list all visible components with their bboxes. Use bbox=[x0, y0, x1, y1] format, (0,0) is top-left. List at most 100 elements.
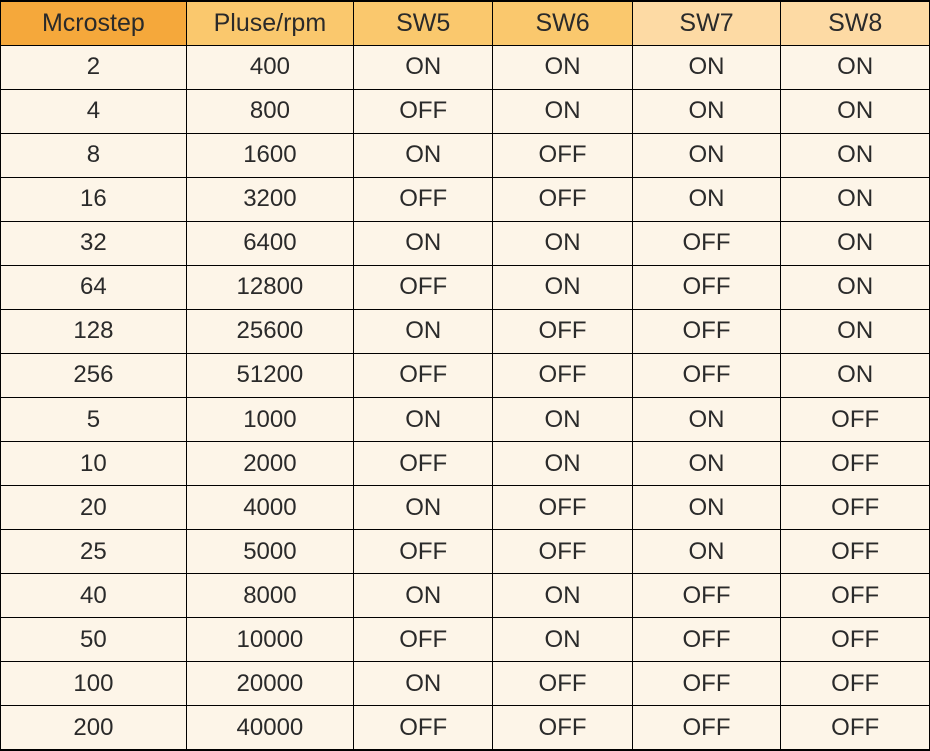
table-cell: OFF bbox=[493, 706, 632, 750]
table-cell: 64 bbox=[1, 265, 187, 309]
table-cell: 40 bbox=[1, 574, 187, 618]
table-cell: 25600 bbox=[186, 309, 353, 353]
table-cell: ON bbox=[781, 45, 930, 89]
table-cell: OFF bbox=[493, 177, 632, 221]
table-cell: OFF bbox=[632, 618, 781, 662]
table-cell: ON bbox=[632, 398, 781, 442]
col-header-sw6: SW6 bbox=[493, 1, 632, 45]
table-cell: ON bbox=[632, 89, 781, 133]
table-cell: ON bbox=[493, 89, 632, 133]
table-cell: 32 bbox=[1, 221, 187, 265]
table-cell: 50 bbox=[1, 618, 187, 662]
table-cell: OFF bbox=[493, 353, 632, 397]
table-cell: 8000 bbox=[186, 574, 353, 618]
table-cell: ON bbox=[354, 133, 493, 177]
table-cell: ON bbox=[493, 45, 632, 89]
table-cell: 25 bbox=[1, 530, 187, 574]
table-cell: 4 bbox=[1, 89, 187, 133]
table-row: 25651200OFFOFFOFFON bbox=[1, 353, 930, 397]
table-cell: ON bbox=[354, 574, 493, 618]
table-cell: 256 bbox=[1, 353, 187, 397]
table-cell: 200 bbox=[1, 706, 187, 750]
table-cell: OFF bbox=[354, 177, 493, 221]
table-cell: 3200 bbox=[186, 177, 353, 221]
microstep-table: Mcrostep Pluse/rpm SW5 SW6 SW7 SW8 2400O… bbox=[0, 0, 930, 751]
table-cell: 400 bbox=[186, 45, 353, 89]
table-cell: OFF bbox=[354, 353, 493, 397]
table-cell: ON bbox=[781, 309, 930, 353]
table-cell: ON bbox=[354, 486, 493, 530]
table-row: 5010000OFFONOFFOFF bbox=[1, 618, 930, 662]
col-header-microstep: Mcrostep bbox=[1, 1, 187, 45]
table-cell: OFF bbox=[781, 486, 930, 530]
col-header-pulse: Pluse/rpm bbox=[186, 1, 353, 45]
table-row: 163200OFFOFFONON bbox=[1, 177, 930, 221]
table-row: 204000ONOFFONOFF bbox=[1, 486, 930, 530]
table-cell: 10000 bbox=[186, 618, 353, 662]
table-cell: 128 bbox=[1, 309, 187, 353]
table-cell: ON bbox=[632, 486, 781, 530]
table-cell: OFF bbox=[354, 442, 493, 486]
table-cell: OFF bbox=[632, 706, 781, 750]
table-cell: ON bbox=[781, 353, 930, 397]
table-cell: OFF bbox=[632, 353, 781, 397]
table-cell: OFF bbox=[493, 530, 632, 574]
table-cell: 8 bbox=[1, 133, 187, 177]
table-cell: OFF bbox=[354, 265, 493, 309]
table-cell: ON bbox=[354, 398, 493, 442]
table-cell: OFF bbox=[632, 309, 781, 353]
table-cell: 100 bbox=[1, 662, 187, 706]
table-cell: OFF bbox=[493, 662, 632, 706]
table-cell: OFF bbox=[781, 662, 930, 706]
table-row: 408000ONONOFFOFF bbox=[1, 574, 930, 618]
table-cell: 4000 bbox=[186, 486, 353, 530]
table-cell: OFF bbox=[493, 133, 632, 177]
table-cell: ON bbox=[632, 45, 781, 89]
table-cell: ON bbox=[781, 265, 930, 309]
table-row: 20040000OFFOFFOFFOFF bbox=[1, 706, 930, 750]
table-cell: ON bbox=[493, 618, 632, 662]
table-cell: 800 bbox=[186, 89, 353, 133]
table-cell: OFF bbox=[632, 221, 781, 265]
table-cell: ON bbox=[493, 221, 632, 265]
table-cell: ON bbox=[781, 221, 930, 265]
table-cell: OFF bbox=[781, 398, 930, 442]
table-cell: 1000 bbox=[186, 398, 353, 442]
table-cell: ON bbox=[781, 133, 930, 177]
col-header-sw7: SW7 bbox=[632, 1, 781, 45]
table-cell: 10 bbox=[1, 442, 187, 486]
table-cell: ON bbox=[632, 530, 781, 574]
table-cell: 16 bbox=[1, 177, 187, 221]
table-cell: 1600 bbox=[186, 133, 353, 177]
table-cell: 20000 bbox=[186, 662, 353, 706]
table-cell: ON bbox=[781, 177, 930, 221]
table-cell: ON bbox=[493, 442, 632, 486]
table-cell: 5 bbox=[1, 398, 187, 442]
table-cell: 12800 bbox=[186, 265, 353, 309]
table-cell: ON bbox=[354, 45, 493, 89]
table-row: 2400ONONONON bbox=[1, 45, 930, 89]
table-cell: 2 bbox=[1, 45, 187, 89]
table-cell: ON bbox=[493, 265, 632, 309]
table-cell: OFF bbox=[493, 309, 632, 353]
table-cell: OFF bbox=[632, 574, 781, 618]
table-cell: ON bbox=[632, 442, 781, 486]
table-cell: OFF bbox=[781, 574, 930, 618]
table-row: 255000OFFOFFONOFF bbox=[1, 530, 930, 574]
table-cell: OFF bbox=[632, 265, 781, 309]
col-header-sw8: SW8 bbox=[781, 1, 930, 45]
table-row: 81600ONOFFONON bbox=[1, 133, 930, 177]
table-row: 12825600ONOFFOFFON bbox=[1, 309, 930, 353]
table-cell: OFF bbox=[632, 662, 781, 706]
table-cell: ON bbox=[493, 574, 632, 618]
table-cell: OFF bbox=[781, 706, 930, 750]
table-cell: OFF bbox=[781, 618, 930, 662]
table-cell: 20 bbox=[1, 486, 187, 530]
col-header-sw5: SW5 bbox=[354, 1, 493, 45]
table-cell: OFF bbox=[354, 618, 493, 662]
table-cell: OFF bbox=[354, 706, 493, 750]
table-cell: ON bbox=[354, 662, 493, 706]
table-cell: 40000 bbox=[186, 706, 353, 750]
table-row: 326400ONONOFFON bbox=[1, 221, 930, 265]
table-cell: 6400 bbox=[186, 221, 353, 265]
